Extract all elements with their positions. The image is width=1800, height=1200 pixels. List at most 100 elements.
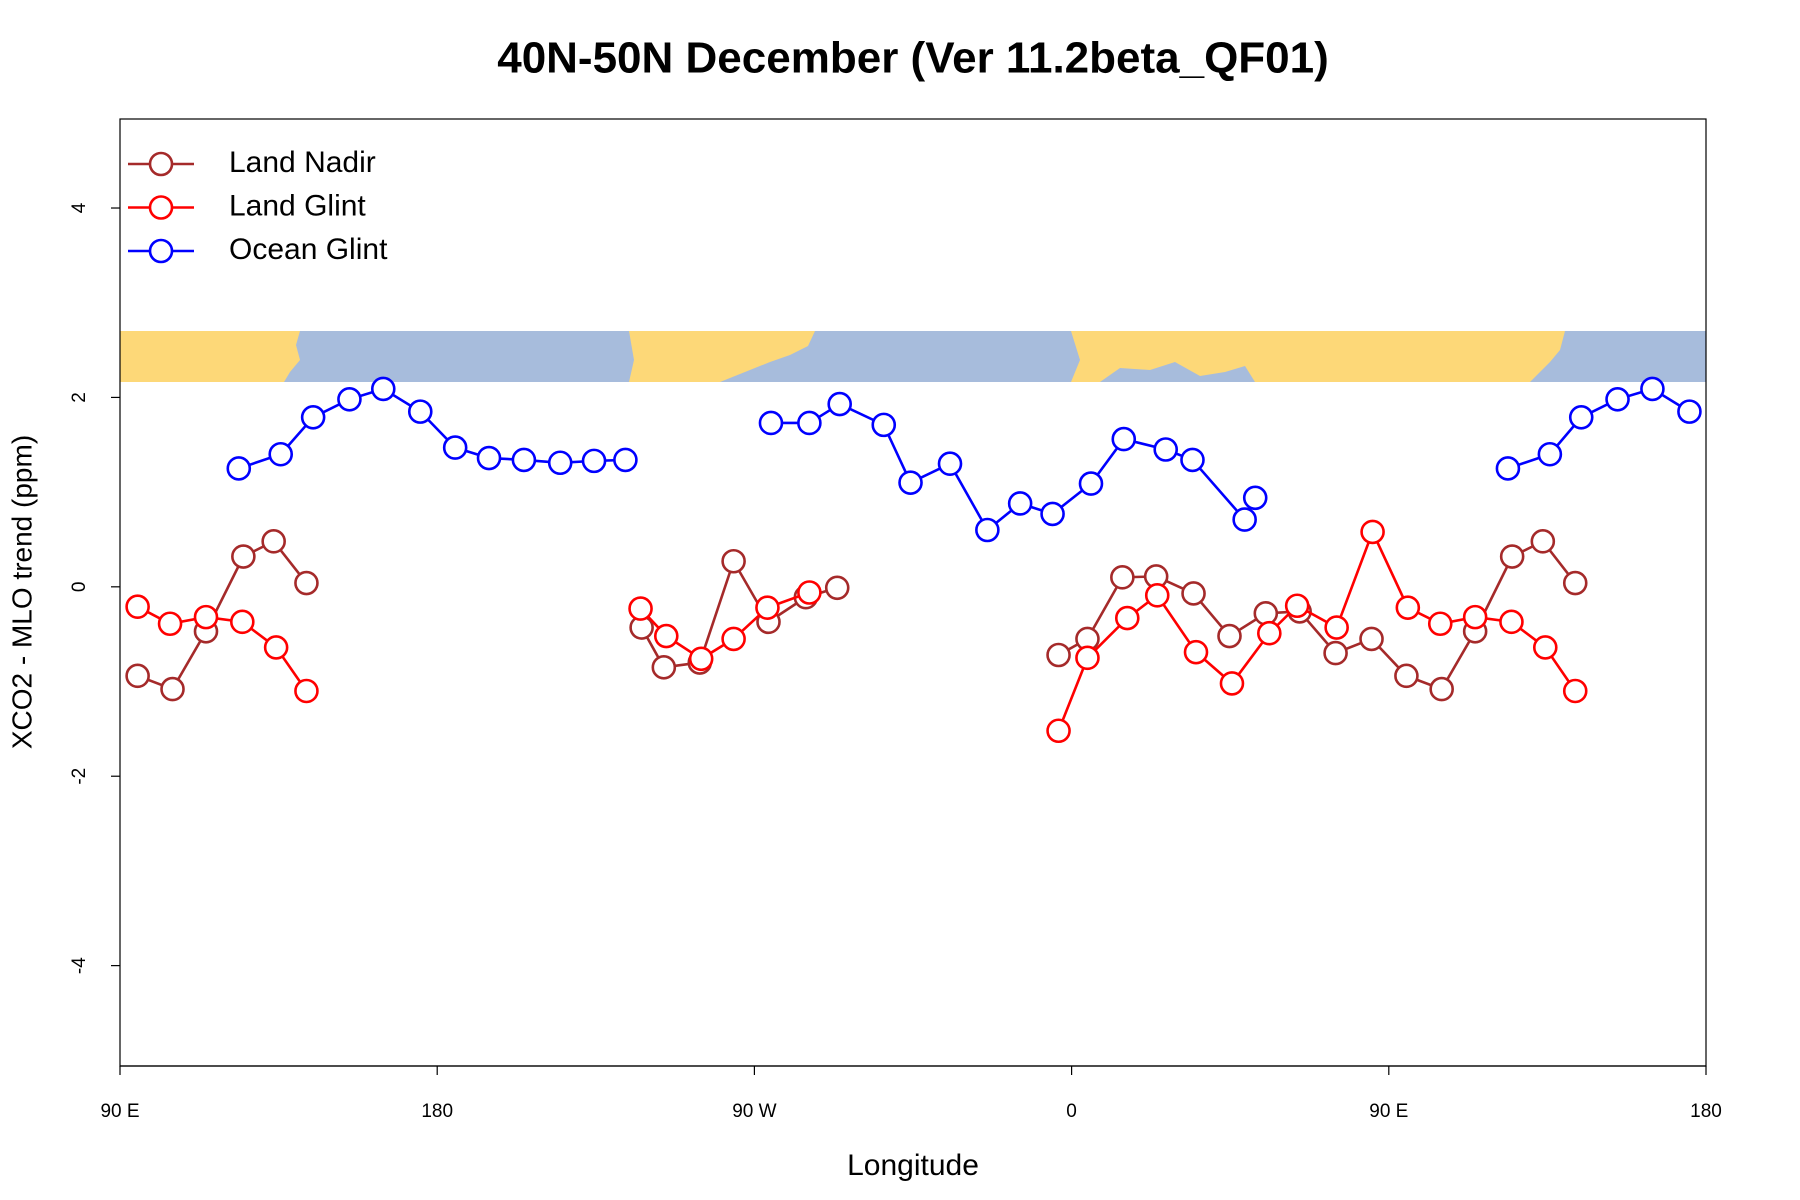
x-tick-label: 90 W [732,1101,776,1122]
data-point [1360,519,1385,545]
data-point [581,448,607,474]
data-point [1495,456,1521,481]
data-point [1075,645,1100,671]
data-point [294,570,319,596]
data-point [1394,663,1419,689]
data-point [1532,635,1558,660]
data-point [226,456,252,481]
data-point [758,410,784,436]
data-point [1677,399,1702,424]
data-point [1180,447,1205,473]
data-point [1530,529,1556,554]
data-point [261,529,286,554]
y-tick-label: 2 [69,392,90,403]
data-point [1040,501,1065,527]
data-point [1242,485,1268,511]
legend-marker [148,151,174,177]
data-point [1114,605,1140,631]
data-point [721,626,746,652]
data-point [160,676,185,702]
x-tick-label: 90 E [100,1101,139,1122]
data-point [1110,565,1135,590]
data-point [337,387,362,412]
chart-title: 40N-50N December (Ver 11.2beta_QF01) [497,34,1329,83]
data-point [157,611,183,637]
map-land [120,331,300,382]
data-point [1499,544,1525,569]
legend-label: Land Glint [229,189,366,222]
data-point [1537,441,1563,467]
x-tick-label: 0 [1066,1101,1077,1122]
data-point [407,399,433,424]
data-point [1217,623,1242,649]
data-point [1462,604,1488,630]
data-point [1427,611,1453,637]
data-point [827,391,852,417]
data-point [1046,718,1071,744]
data-point [476,445,502,471]
legend-marker [148,238,174,264]
data-point [263,635,289,660]
data-point [613,447,638,473]
data-point [1181,581,1206,606]
data-point [755,595,780,620]
data-point [1219,671,1245,696]
map-strip [120,331,1706,382]
data-point [370,376,396,402]
data-point [651,655,677,680]
data-point [975,517,1000,543]
data-point [1323,640,1348,666]
data-point [193,604,219,630]
x-tick-label: 180 [421,1101,453,1122]
data-point [1568,405,1594,430]
map-land [1071,331,1565,382]
data-point [125,663,150,689]
data-point [1284,593,1310,619]
x-tick-label: 90 E [1369,1101,1408,1122]
y-axis-title: XCO2 - MLO trend (ppm) [6,435,37,749]
data-point [797,410,822,436]
data-point [1562,570,1588,596]
data-point [294,678,319,704]
data-point [1640,376,1665,402]
data-point [824,575,850,601]
data-point [229,609,255,635]
legend-label: Land Nadir [229,146,376,179]
y-tick-label: 0 [69,582,90,593]
data-point [871,412,897,438]
data-point [442,435,468,460]
data-point [547,450,573,476]
legend-label: Ocean Glint [229,233,388,266]
data-point [1395,595,1421,620]
data-point [1253,601,1279,626]
data-point [628,596,653,621]
data-point [511,447,537,473]
data-point [1562,678,1588,704]
data-point [1144,583,1170,608]
data-point [1257,620,1282,646]
y-tick-label: -4 [69,957,90,974]
data-point [1359,626,1384,652]
data-point [1007,491,1033,516]
x-axis-title: Longitude [847,1149,979,1182]
data-point [688,646,714,672]
data-point [231,544,256,569]
data-point [1499,609,1524,635]
data-point [1324,615,1349,640]
data-point [268,441,294,467]
data-point [653,623,679,649]
y-tick-label: -2 [69,768,90,785]
x-tick-label: 180 [1690,1101,1722,1122]
data-point [1153,437,1179,462]
legend-marker [148,195,174,220]
data-point [1046,642,1071,668]
map-land [629,331,815,382]
data-point [125,594,150,620]
data-point [1429,676,1454,702]
data-point [1232,507,1257,532]
data-point [1183,639,1209,665]
data-point [721,548,746,574]
data-point [300,405,326,430]
